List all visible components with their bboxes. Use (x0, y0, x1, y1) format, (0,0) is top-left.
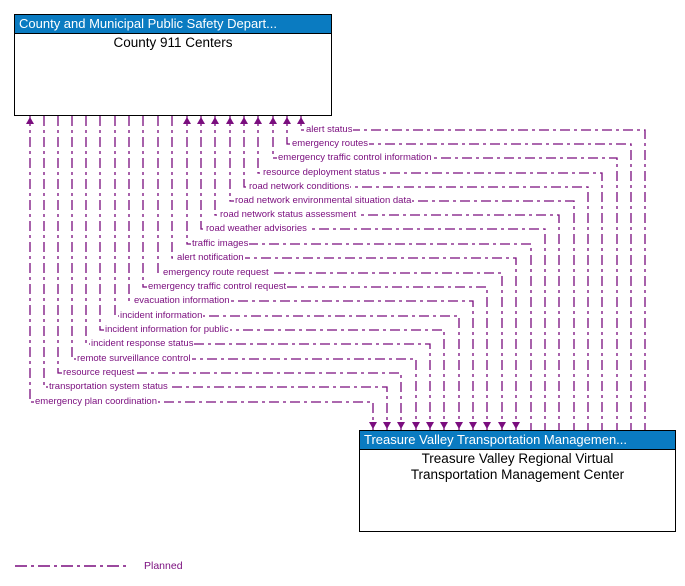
top-box-header: County and Municipal Public Safety Depar… (15, 15, 331, 34)
arrowhead-icon (369, 422, 377, 429)
arrowhead-icon (455, 422, 463, 429)
top-box-county-911-centers[interactable]: County and Municipal Public Safety Depar… (14, 14, 332, 116)
flow-line[interactable] (286, 116, 632, 430)
arrowhead-icon (397, 422, 405, 429)
flow-label[interactable]: evacuation information (133, 295, 231, 306)
bottom-box-title: Treasure Valley Regional Virtual Transpo… (360, 450, 675, 483)
flow-line[interactable] (272, 116, 618, 430)
flow-label[interactable]: road weather advisories (205, 223, 308, 234)
arrowhead-icon (297, 117, 305, 124)
arrowhead-icon (469, 422, 477, 429)
flow-line[interactable] (171, 116, 517, 430)
arrowhead-icon (197, 117, 205, 124)
flow-line[interactable] (71, 116, 417, 430)
bottom-box-header: Treasure Valley Transportation Managemen… (360, 431, 675, 450)
arrowhead-icon (211, 117, 219, 124)
bottom-box-title-line1: Treasure Valley Regional Virtual (421, 451, 614, 466)
flow-line[interactable] (200, 116, 546, 430)
arrowhead-icon (183, 117, 191, 124)
flow-line[interactable] (29, 116, 374, 430)
arrowhead-icon (483, 422, 491, 429)
flow-label[interactable]: emergency traffic control request (147, 281, 288, 292)
bottom-box-title-line2: Transportation Management Center (410, 467, 625, 482)
bottom-box-tv-rvtmc[interactable]: Treasure Valley Transportation Managemen… (359, 430, 676, 532)
arrowhead-icon (412, 422, 420, 429)
arrowhead-icon (240, 117, 248, 124)
arrowhead-icon (226, 117, 234, 124)
flow-line[interactable] (142, 116, 488, 430)
arrowhead-icon (498, 422, 506, 429)
flow-line[interactable] (186, 116, 532, 430)
legend-planned-label: Planned (144, 560, 183, 572)
flow-label[interactable]: road network environmental situation dat… (234, 195, 413, 206)
arrowhead-icon (512, 422, 520, 429)
arrowhead-icon (254, 117, 262, 124)
flow-label[interactable]: resource deployment status (262, 167, 381, 178)
arrowhead-icon (283, 117, 291, 124)
flow-line[interactable] (257, 116, 603, 430)
flow-label[interactable]: alert notification (176, 252, 245, 263)
arrowhead-icon (426, 422, 434, 429)
flow-label[interactable]: transportation system status (48, 381, 169, 392)
flow-label[interactable]: emergency route request (162, 267, 270, 278)
arrowhead-icon (440, 422, 448, 429)
flow-label[interactable]: road network status assessment (219, 209, 358, 220)
top-box-title: County 911 Centers (113, 35, 233, 50)
flow-line[interactable] (128, 116, 474, 430)
flow-label[interactable]: emergency routes (291, 138, 370, 149)
arrowhead-icon (26, 117, 34, 124)
flow-label[interactable]: alert status (305, 124, 354, 135)
flow-line[interactable] (214, 116, 560, 430)
flow-line[interactable] (57, 116, 402, 430)
flow-label[interactable]: incident information for public (104, 324, 230, 335)
flow-line[interactable] (43, 116, 388, 430)
flow-line[interactable] (114, 116, 460, 430)
flow-label[interactable]: emergency plan coordination (34, 396, 158, 407)
flow-label[interactable]: traffic images (191, 238, 250, 249)
flow-line[interactable] (85, 116, 431, 430)
flow-label[interactable]: road network conditions (248, 181, 351, 192)
flow-label[interactable]: emergency traffic control information (277, 152, 433, 163)
arrowhead-icon (383, 422, 391, 429)
flow-line[interactable] (243, 116, 589, 430)
flow-label[interactable]: resource request (62, 367, 136, 378)
flow-line[interactable] (99, 116, 445, 430)
flow-line[interactable] (157, 116, 503, 430)
flow-label[interactable]: incident response status (90, 338, 195, 349)
flow-label[interactable]: incident information (119, 310, 204, 321)
flow-label[interactable]: remote surveillance control (76, 353, 192, 364)
arrowhead-icon (269, 117, 277, 124)
